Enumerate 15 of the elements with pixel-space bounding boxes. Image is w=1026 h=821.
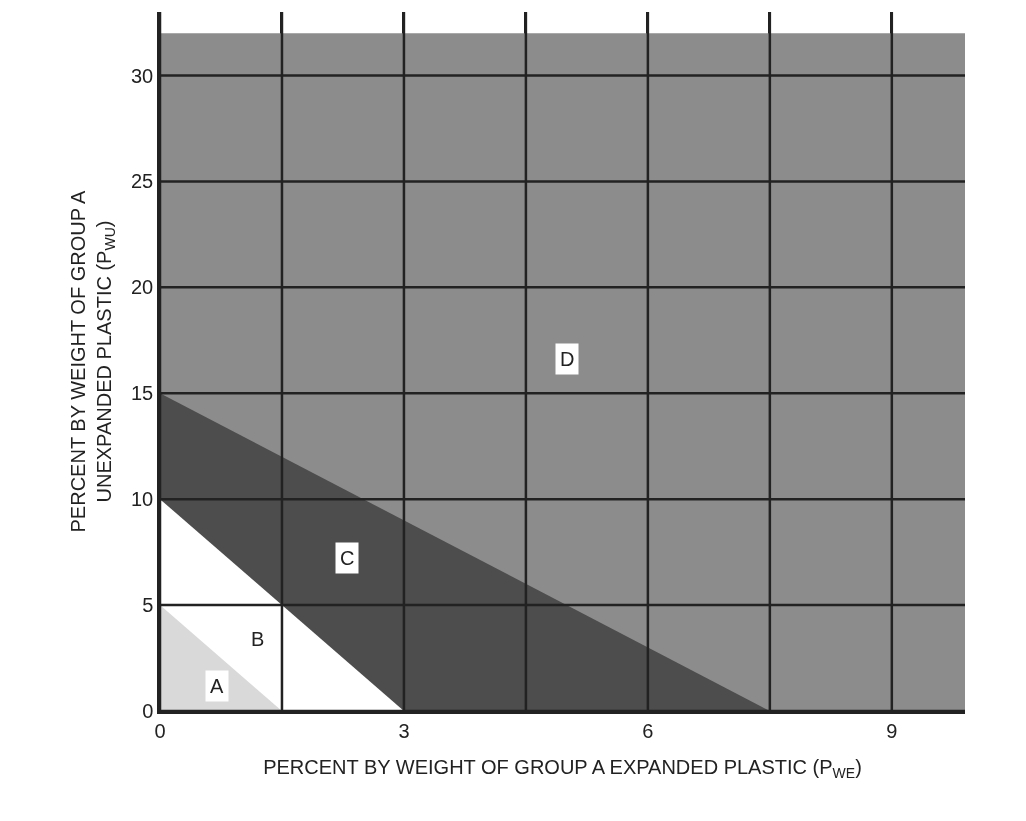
x-axis-title: PERCENT BY WEIGHT OF GROUP A EXPANDED PLASTIC (P$_{WE}$)	[263, 756, 862, 782]
y-tick-label: 10	[131, 488, 154, 511]
annotation: B	[251, 628, 265, 650]
x-tick-label: 6	[642, 719, 654, 742]
x-tick-label: 9	[886, 719, 898, 742]
y-tick-label: 20	[131, 276, 154, 299]
y-tick-label: 5	[142, 594, 154, 617]
annotation: A	[210, 675, 224, 697]
y-tick-label: 0	[142, 700, 154, 722]
x-tick-label: 3	[398, 719, 410, 742]
y-tick-label: 30	[131, 64, 154, 87]
y-tick-label: 25	[131, 170, 154, 193]
annotation: C	[340, 547, 355, 569]
y-tick-label: 15	[131, 382, 154, 405]
annotation: D	[560, 348, 575, 370]
